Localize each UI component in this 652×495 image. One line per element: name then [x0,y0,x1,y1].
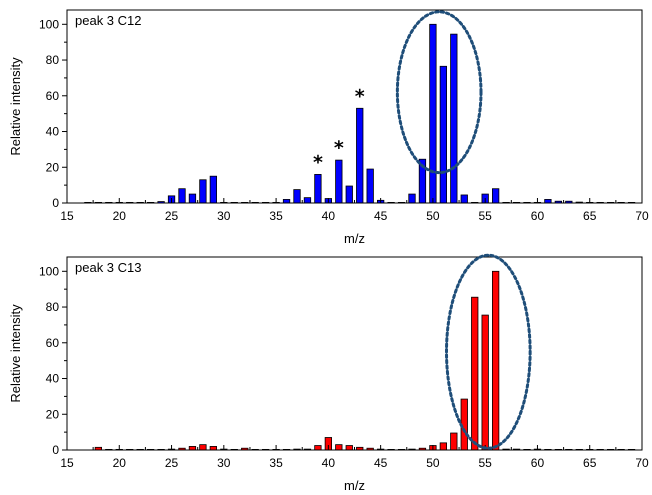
x-tick-label: 50 [426,209,440,223]
bar-mz-38 [303,197,312,204]
bar-mz-56 [491,270,500,451]
y-tick-label: 60 [46,336,60,350]
x-tick-label: 15 [60,209,74,223]
x-tick-label: 30 [217,209,231,223]
y-tick-label: 40 [46,125,60,139]
significance-marker: * [355,85,365,107]
y-tick-label: 0 [52,196,59,210]
x-tick-label: 60 [531,209,545,223]
bar-mz-41 [335,159,343,204]
x-tick-label: 70 [635,456,649,470]
bar-mz-27 [188,446,197,451]
x-tick-label: 20 [113,209,127,223]
x-tick-label: 55 [479,209,493,223]
bar-mz-43 [356,107,364,204]
plot-frame [66,256,643,451]
y-tick-label: 40 [46,372,60,386]
x-tick-label: 35 [269,456,283,470]
x-tick-label: 65 [583,209,597,223]
x-tick-label: 40 [322,456,336,470]
y-tick-label: 20 [46,407,60,421]
bar-mz-29 [209,446,217,451]
y-tick-label: 100 [39,17,59,31]
bar-mz-48 [408,193,416,204]
bar-mz-42 [345,445,353,451]
x-tick-label: 25 [165,209,179,223]
y-axis-title: Relative intensity [8,57,23,156]
bar-mz-39 [314,174,322,204]
bar-mz-52 [450,33,458,204]
bar-mz-36 [282,199,291,204]
bar-mz-28 [199,444,207,451]
bar-mz-55 [481,314,489,451]
bar-mz-29 [209,175,217,204]
y-tick-label: 20 [46,160,60,174]
x-tick-label: 60 [531,456,545,470]
highlight-ellipse [395,10,483,175]
bar-mz-42 [345,185,353,204]
significance-marker: * [334,137,344,159]
x-tick-label: 45 [374,456,388,470]
bar-mz-54 [471,296,479,451]
x-tick-label: 40 [322,209,336,223]
x-tick-label: 25 [165,456,179,470]
x-tick-label: 65 [583,456,597,470]
x-tick-label: 30 [217,456,231,470]
x-axis-title: m/z [344,231,365,246]
x-tick-label: 55 [479,456,493,470]
bar-mz-56 [491,188,500,204]
bar-mz-37 [293,189,301,204]
x-tick-label: 20 [113,456,127,470]
chart-panel-1: 15 20 25 30 35 40 45 50 55 60 65 70 0 20 40 60 80 100 m/z R… [8,9,649,246]
bar-mz-51 [439,442,447,451]
highlight-ellipse [445,253,532,450]
bar-mz-28 [199,179,207,204]
bar-mz-53 [460,194,468,204]
x-tick-label: 35 [269,209,283,223]
significance-marker: * [313,151,323,173]
bar-mz-39 [314,445,322,451]
y-axis-title: Relative intensity [8,304,23,403]
x-tick-label: 15 [60,456,74,470]
panel-label: peak 3 C12 [75,13,142,28]
bar-mz-44 [366,168,374,204]
panel-label: peak 3 C13 [75,260,142,275]
y-tick-label: 80 [46,300,60,314]
bar-mz-26 [178,188,186,204]
x-tick-label: 45 [374,209,388,223]
y-tick-label: 100 [39,264,59,278]
bar-mz-51 [439,65,447,204]
chart-panel-2: 15 20 25 30 35 40 45 50 55 60 65 70 0 20 40 60 80 100 m/z R… [8,253,649,493]
x-axis-title: m/z [344,478,365,493]
bar-mz-52 [450,432,458,451]
x-tick-label: 50 [426,456,440,470]
bar-mz-50 [429,23,437,204]
bar-mz-61 [544,199,552,204]
y-tick-label: 80 [46,53,60,67]
y-tick-label: 60 [46,89,60,103]
bar-mz-27 [188,193,197,204]
bar-mz-41 [335,444,343,451]
y-tick-label: 0 [52,443,59,457]
x-tick-label: 70 [635,209,649,223]
